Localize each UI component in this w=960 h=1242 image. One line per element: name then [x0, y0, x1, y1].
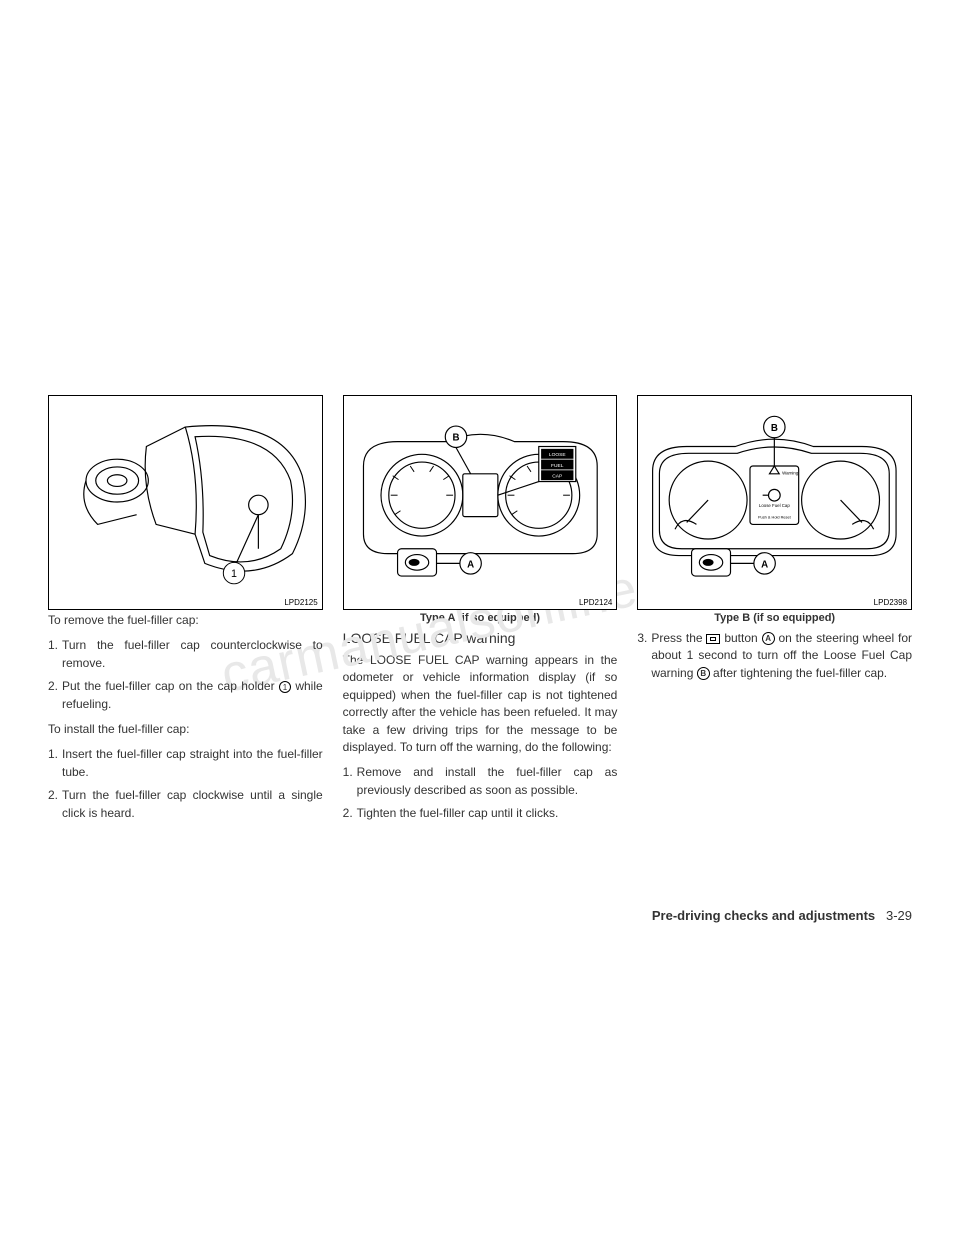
svg-text:B: B [452, 433, 459, 444]
column-2: B A LOOSE FUEL CAP LPD2124 Type A (if so… [343, 395, 618, 831]
svg-text:A: A [761, 559, 768, 570]
figure-label: LPD2124 [579, 598, 612, 607]
figure-label: LPD2125 [284, 598, 317, 607]
svg-text:B: B [771, 423, 778, 434]
svg-text:Warning: Warning [782, 471, 799, 476]
step-text: Insert the fuel-filler cap straight into… [62, 747, 323, 778]
step-text: after tightening the fuel-filler cap. [710, 666, 887, 680]
svg-text:CAP: CAP [552, 474, 562, 480]
cluster-a-illustration: B A LOOSE FUEL CAP [344, 396, 617, 609]
list-item: 1.Turn the fuel-filler cap counterclock­… [62, 637, 323, 672]
callout-a-icon: A [762, 632, 775, 645]
svg-text:Loose Fuel Cap: Loose Fuel Cap [759, 503, 790, 508]
list-item: 2.Put the fuel-filler cap on the cap hol… [62, 678, 323, 713]
reset-button-icon [706, 634, 720, 644]
cluster-b-illustration: B A Warning Loose Fuel Cap Push & Hold R… [638, 396, 911, 609]
list-item: 1.Insert the fuel-filler cap straight in… [62, 746, 323, 781]
list-item: 1.Remove and install the fuel-filler cap… [357, 764, 618, 799]
install-steps: 1.Insert the fuel-filler cap straight in… [48, 746, 323, 822]
loose-fuel-cap-heading: LOOSE FUEL CAP warning [343, 630, 618, 646]
svg-text:A: A [467, 559, 474, 570]
step-number: 1. [48, 746, 58, 763]
page-footer: Pre-driving checks and adjustments 3-29 [652, 908, 912, 923]
fuel-cap-illustration: 1 [49, 396, 322, 609]
figure-caption-b: Type B (if so equipped) [637, 612, 912, 624]
figure-cluster-type-a: B A LOOSE FUEL CAP LPD2124 [343, 395, 618, 610]
step-text: Remove and install the fuel-filler cap a… [357, 765, 618, 796]
callout-b-icon: B [697, 667, 710, 680]
figure-fuel-cap: 1 LPD2125 [48, 395, 323, 610]
step-number: 3. [637, 630, 647, 647]
footer-section: Pre-driving checks and adjustments [652, 908, 875, 923]
step-text: Tighten the fuel-filler cap until it cli… [357, 806, 559, 820]
figure-caption-a: Type A (if so equipped) [343, 612, 618, 624]
list-item: 3. Press the button A on the steer­ing w… [651, 630, 912, 682]
list-item: 2.Turn the fuel-filler cap clockwise unt… [62, 787, 323, 822]
list-item: 2.Tighten the fuel-filler cap until it c… [357, 805, 618, 822]
column-3: B A Warning Loose Fuel Cap Push & Hold R… [637, 395, 912, 831]
step-text: Turn the fuel-filler cap clockwise until… [62, 788, 323, 819]
figure-cluster-type-b: B A Warning Loose Fuel Cap Push & Hold R… [637, 395, 912, 610]
step-text: button [724, 631, 761, 645]
loose-fuel-cap-para: The LOOSE FUEL CAP warning appears in th… [343, 652, 618, 756]
intro-remove: To remove the fuel-filler cap: [48, 612, 323, 629]
svg-text:LOOSE: LOOSE [549, 452, 567, 458]
callout-1-icon: 1 [279, 681, 291, 693]
step-text: Turn the fuel-filler cap counterclock­wi… [62, 638, 323, 669]
step-text: Put the fuel-filler cap on the cap holde… [62, 679, 279, 693]
step-number: 2. [48, 678, 58, 695]
svg-text:1: 1 [231, 568, 237, 580]
svg-text:Push & Hold Reset: Push & Hold Reset [758, 515, 792, 520]
step-number: 1. [48, 637, 58, 654]
intro-install: To install the fuel-filler cap: [48, 721, 323, 738]
step-text: Press the [651, 631, 706, 645]
page-content: 1 LPD2125 To remove the fuel-filler cap:… [0, 0, 960, 871]
warning-steps: 1.Remove and install the fuel-filler cap… [343, 764, 618, 822]
column-1: 1 LPD2125 To remove the fuel-filler cap:… [48, 395, 323, 831]
step-number: 2. [343, 805, 353, 822]
step-number: 2. [48, 787, 58, 804]
warning-steps-continued: 3. Press the button A on the steer­ing w… [637, 630, 912, 682]
step-number: 1. [343, 764, 353, 781]
svg-text:FUEL: FUEL [551, 463, 564, 469]
footer-page-number: 3-29 [886, 908, 912, 923]
figure-label: LPD2398 [874, 598, 907, 607]
remove-steps: 1.Turn the fuel-filler cap counterclock­… [48, 637, 323, 713]
